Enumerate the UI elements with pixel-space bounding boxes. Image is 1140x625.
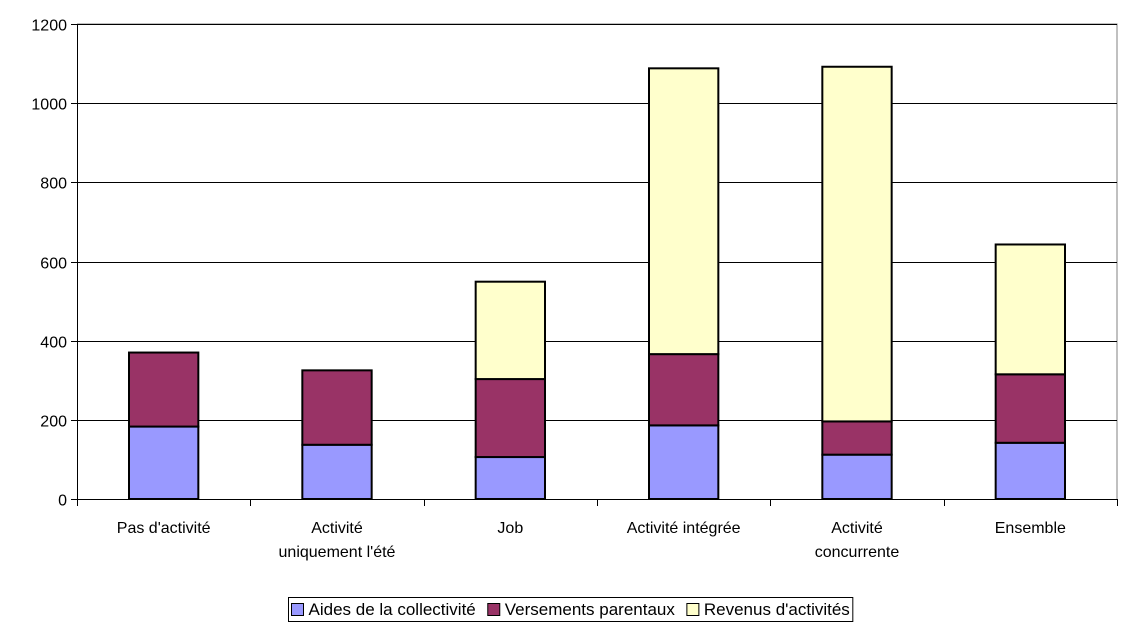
x-tick-label-4-0: Activité bbox=[831, 520, 883, 537]
x-tick-label-4-1: concurrente bbox=[815, 544, 900, 561]
y-tick-label-5: 1000 bbox=[31, 97, 67, 114]
y-tick-label-6: 1200 bbox=[31, 18, 67, 35]
bar-4-1 bbox=[821, 420, 893, 456]
legend-label-0: Aides de la collectivité bbox=[309, 600, 476, 619]
bar-1-1 bbox=[301, 369, 373, 446]
bar-0-0 bbox=[128, 425, 200, 500]
legend: Aides de la collectivité Versements paren… bbox=[288, 597, 854, 622]
bar-3-0 bbox=[648, 424, 720, 500]
x-tick-label-1-0: Activité bbox=[311, 520, 363, 537]
bar-5-1 bbox=[994, 373, 1067, 444]
bar-5-0 bbox=[994, 441, 1067, 500]
bars bbox=[128, 65, 1067, 501]
legend-swatch-1 bbox=[487, 603, 501, 616]
y-tick-label-0: 0 bbox=[58, 493, 67, 510]
legend-label-2: Revenus d'activités bbox=[704, 600, 850, 619]
y-tick-label-3: 600 bbox=[40, 256, 67, 273]
bar-0-1 bbox=[128, 351, 200, 428]
y-tick-label-2: 400 bbox=[40, 335, 67, 352]
bar-3-1 bbox=[648, 353, 720, 427]
bar-3-2 bbox=[648, 67, 720, 356]
gridlines bbox=[77, 23, 1118, 499]
legend-box bbox=[288, 597, 854, 622]
bar-2-0 bbox=[474, 456, 546, 500]
bar-2-1 bbox=[474, 378, 546, 459]
legend-label-1: Versements parentaux bbox=[505, 600, 676, 619]
legend-swatch-2 bbox=[686, 603, 700, 616]
x-tick-label-2-0: Job bbox=[497, 520, 523, 537]
bar-5-2 bbox=[994, 243, 1067, 376]
axes: 0 200 400 600 800 1000 1200 Pas d'activité Activ… bbox=[31, 18, 1118, 561]
bar-4-2 bbox=[821, 65, 893, 423]
plot-frame bbox=[77, 23, 1118, 499]
y-tick-label-4: 800 bbox=[40, 176, 67, 193]
bar-2-2 bbox=[474, 280, 546, 381]
legend-swatch-0 bbox=[291, 603, 304, 616]
x-tick-label-1-1: uniquement l'été bbox=[279, 544, 396, 561]
x-tick-label-3-0: Activité intégrée bbox=[627, 520, 741, 537]
y-tick-label-1: 200 bbox=[40, 414, 67, 431]
bar-1-0 bbox=[301, 443, 373, 501]
x-tick-label-5-0: Ensemble bbox=[995, 520, 1066, 537]
x-tick-label-0-0: Pas d'activité bbox=[117, 520, 211, 537]
bar-4-0 bbox=[821, 453, 893, 500]
